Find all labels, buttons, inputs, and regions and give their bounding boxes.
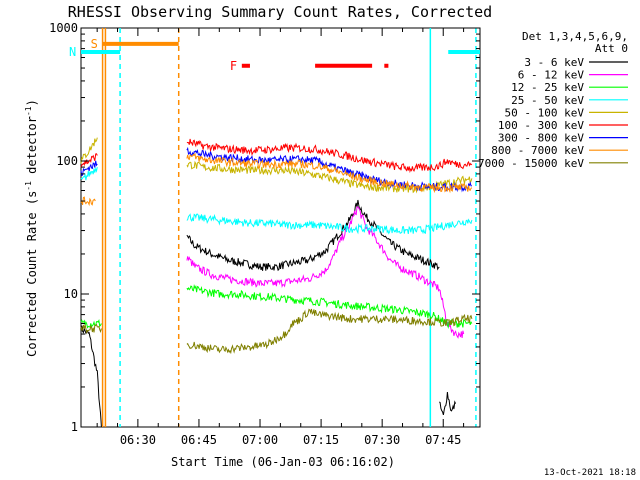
state-bar-label-0: S <box>91 37 98 51</box>
x-tick-label-3: 07:15 <box>303 433 339 447</box>
state-bar-label-3: F <box>230 59 237 73</box>
series-line-2-1 <box>186 284 473 330</box>
legend-label-6: 300 - 800 keV <box>498 132 584 145</box>
y-axis: 1 10 100 1000 <box>49 21 480 434</box>
series-line-1-0 <box>186 206 465 339</box>
series-line-7-1 <box>186 152 473 194</box>
y-tick-label-2: 100 <box>56 154 78 168</box>
chart-title: RHESSI Observing Summary Count Rates, Co… <box>68 3 492 21</box>
y-tick-label-0: 1 <box>71 420 78 434</box>
series-line-6-0 <box>80 160 98 177</box>
state-bar-label-1: N <box>69 45 76 59</box>
x-tick-label-2: 07:00 <box>242 433 278 447</box>
y-axis-label: Corrected Count Rate (s-1 detector-1) <box>24 99 39 357</box>
legend-label-0: 3 - 6 keV <box>524 56 584 69</box>
x-axis-label: Start Time (06-Jan-03 06:16:02) <box>171 455 395 469</box>
x-tick-label-4: 07:30 <box>364 433 400 447</box>
x-tick-label-1: 06:45 <box>181 433 217 447</box>
x-axis: 06:30 06:45 07:00 07:15 07:30 07:45 <box>96 28 465 447</box>
series-line-5-0 <box>80 153 98 168</box>
x-tick-label-5: 07:45 <box>425 433 461 447</box>
vertical-markers <box>101 28 477 427</box>
y-tick-label-3: 1000 <box>49 21 78 35</box>
legend-label-2: 12 - 25 keV <box>511 81 584 94</box>
legend-header-line2: Att 0 <box>595 42 628 55</box>
series-line-8-1 <box>186 308 473 355</box>
footer-date: 13-Oct-2021 18:18 <box>544 468 636 478</box>
series-lines <box>80 137 473 428</box>
legend-label-4: 50 - 100 keV <box>505 106 585 119</box>
series-line-5-1 <box>186 138 473 174</box>
series-line-7-0 <box>80 196 96 207</box>
series-line-0-2 <box>438 392 457 416</box>
legend-label-8: 7000 - 15000 keV <box>478 157 584 170</box>
series-line-3-1 <box>186 213 473 235</box>
series-line-3-0 <box>80 166 98 181</box>
x-tick-label-0: 06:30 <box>120 433 156 447</box>
series-line-0-1 <box>186 199 440 272</box>
legend-label-1: 6 - 12 keV <box>518 69 585 82</box>
series-line-4-0 <box>80 137 98 164</box>
y-tick-label-1: 10 <box>64 287 78 301</box>
series-line-8-0 <box>80 324 102 334</box>
legend-label-7: 800 - 7000 keV <box>491 144 584 157</box>
series-line-0-0 <box>80 325 102 428</box>
state-bars: S N F <box>69 37 480 73</box>
legend-label-3: 25 - 50 keV <box>511 94 584 107</box>
legend-header-line1: Det 1,3,4,5,6,9, <box>522 30 628 43</box>
legend-label-5: 100 - 300 keV <box>498 119 584 132</box>
series-line-2-0 <box>80 319 102 329</box>
